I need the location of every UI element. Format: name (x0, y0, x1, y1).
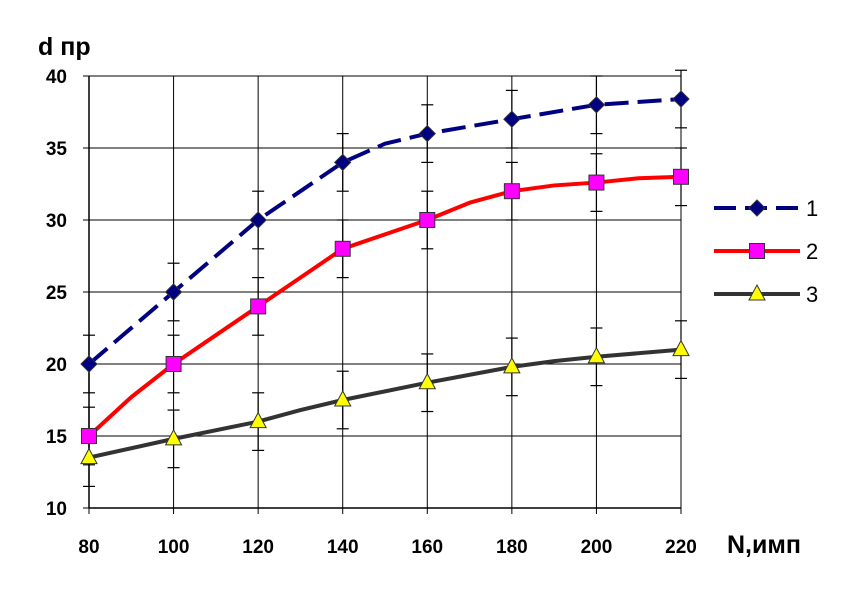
data-point (80, 355, 98, 373)
data-point (588, 174, 605, 191)
x-tick-label: 180 (496, 537, 528, 558)
data-point (419, 212, 436, 228)
data-point (672, 90, 690, 108)
y-tick-label: 30 (46, 211, 67, 232)
y-tick-label: 20 (46, 355, 67, 376)
x-tick-label: 160 (411, 537, 443, 558)
legend-marker-1 (748, 199, 766, 217)
x-tick-label: 80 (78, 537, 99, 558)
data-point (165, 356, 182, 372)
series-line-3 (88, 347, 682, 460)
series-line-1 (87, 97, 682, 366)
x-axis-title: N,имп (727, 531, 801, 559)
series-markers (80, 90, 690, 465)
y-axis-title: d пр (38, 33, 91, 61)
tick-labels: 80 100 120 140 160 180 200 220 10 15 20 25 30 35 40 (46, 67, 697, 558)
data-point (418, 372, 437, 390)
data-point (80, 447, 98, 465)
data-point (81, 428, 97, 444)
legend-label-1: 1 (806, 196, 818, 221)
series-lines (87, 97, 682, 460)
data-point (250, 298, 267, 315)
legend-label-3: 3 (806, 282, 818, 307)
y-tick-label: 40 (46, 67, 67, 88)
y-tick-label: 25 (46, 283, 68, 304)
data-point (673, 168, 689, 185)
legend-marker-2 (749, 243, 765, 259)
data-point (587, 346, 606, 364)
x-tick-label: 100 (158, 537, 190, 558)
data-point (503, 183, 520, 200)
x-tick-label: 140 (327, 537, 359, 558)
y-tick-label: 10 (46, 499, 67, 520)
legend: 1 2 3 (714, 196, 818, 307)
data-point (334, 240, 351, 257)
data-point (164, 283, 183, 301)
x-tick-label: 220 (665, 537, 697, 558)
data-point (503, 110, 521, 128)
legend-marker-3 (748, 283, 766, 301)
x-tick-label: 200 (581, 537, 613, 558)
legend-label-2: 2 (806, 239, 818, 264)
data-point (333, 389, 352, 407)
data-point (334, 153, 352, 172)
data-point (418, 124, 436, 143)
data-point (503, 356, 521, 374)
data-point (587, 96, 606, 114)
y-tick-label: 35 (46, 139, 68, 160)
data-point (672, 339, 690, 357)
y-tick-label: 15 (46, 427, 68, 448)
data-point (164, 428, 183, 446)
data-point (249, 211, 267, 229)
series-line-2 (87, 174, 682, 438)
x-tick-label: 120 (242, 537, 274, 558)
data-point (249, 411, 267, 429)
grid-lines (89, 75, 682, 508)
